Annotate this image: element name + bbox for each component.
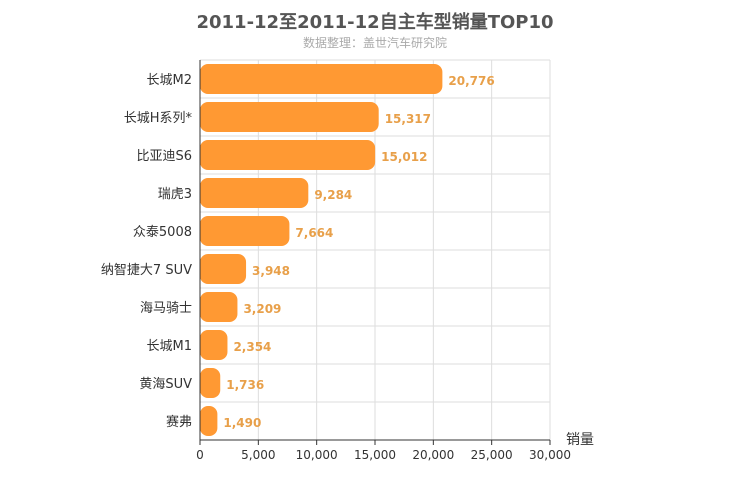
chart-title: 2011-12至2011-12自主车型销量TOP10 (196, 12, 554, 33)
bars (200, 64, 443, 436)
x-tick-label: 10,000 (296, 448, 338, 462)
bar (200, 216, 290, 246)
bar (200, 254, 247, 284)
data-label: 9,284 (314, 188, 352, 202)
bar (200, 292, 238, 322)
y-tick-label: 纳智捷大7 SUV (101, 263, 192, 278)
data-label: 3,948 (252, 264, 290, 278)
data-labels: 20,776 15,317 15,012 9,284 7,664 3,948 3,209 2,… (223, 74, 494, 430)
y-tick-label: 长城M1 (147, 339, 193, 354)
x-tick-label: 25,000 (471, 448, 513, 462)
bar (200, 406, 218, 436)
data-label: 20,776 (448, 74, 494, 88)
x-tick-label: 30,000 (529, 448, 571, 462)
bar (200, 140, 376, 170)
y-tick-label: 瑞虎3 (158, 187, 192, 202)
bar (200, 102, 379, 132)
data-label: 2,354 (233, 340, 271, 354)
y-tick-label: 海马骑士 (140, 301, 192, 316)
data-label: 7,664 (295, 226, 333, 240)
x-axis-title: 销量 (566, 432, 594, 448)
x-tick-label: 0 (196, 448, 204, 462)
data-label: 15,012 (381, 150, 427, 164)
y-tick-label: 黄海SUV (139, 377, 192, 392)
x-tick-label: 5,000 (241, 448, 275, 462)
axes: 0 5,000 10,000 15,000 20,000 25,000 30,000 长城M2… (101, 60, 594, 462)
y-tick-label: 众泰5008 (133, 225, 192, 240)
chart-subtitle: 数据整理：盖世汽车研究院 (302, 36, 447, 50)
data-label: 1,490 (223, 416, 261, 430)
grid-lines (200, 59, 551, 441)
x-tick-label: 20,000 (412, 448, 454, 462)
data-label: 3,209 (243, 302, 281, 316)
data-label: 1,736 (226, 378, 264, 392)
bar (200, 368, 221, 398)
y-tick-label: 长城M2 (147, 73, 193, 88)
y-tick-label: 比亚迪S6 (136, 149, 192, 164)
x-tick-label: 15,000 (354, 448, 396, 462)
y-tick-label: 赛弗 (166, 414, 192, 430)
bar (200, 178, 309, 208)
y-tick-label: 长城H系列* (124, 111, 193, 126)
data-label: 15,317 (385, 112, 431, 126)
bar (200, 330, 228, 360)
bar (200, 64, 443, 94)
